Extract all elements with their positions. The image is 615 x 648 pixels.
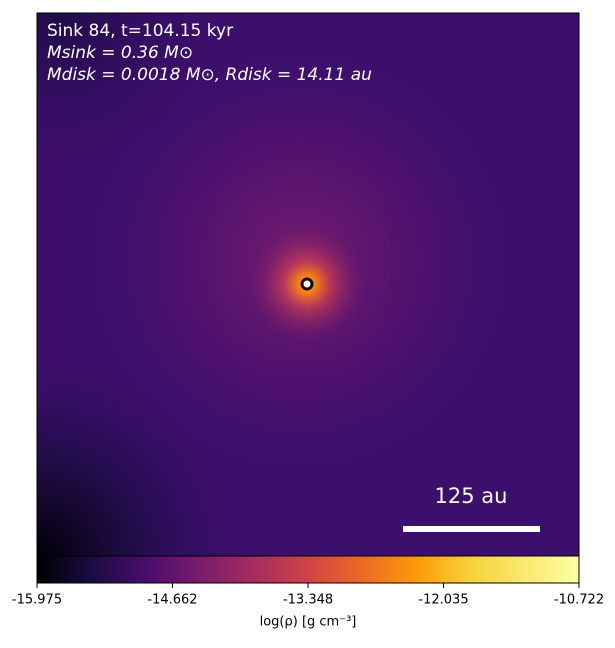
colorbar-tick-label: -14.662 [147,593,197,608]
annotation: Sink 84, t=104.15 kyr [47,21,233,41]
colorbar-tick-label: -10.722 [554,593,604,608]
annotation: Msink = 0.36 M⊙ [47,43,193,63]
density-map [36,12,580,557]
colorbar-tick-label: -12.035 [418,593,468,608]
colorbar-tick-label: -13.348 [283,593,333,608]
colorbar-tick-label: -15.975 [12,593,62,608]
colorbar-label: log(ρ) [g cm⁻³] [260,615,357,630]
sink-marker [300,277,314,291]
annotation: Mdisk = 0.0018 M⊙, Rdisk = 14.11 au [47,65,372,85]
scale-bar-label: 125 au [435,484,508,508]
colorbar [36,555,580,584]
